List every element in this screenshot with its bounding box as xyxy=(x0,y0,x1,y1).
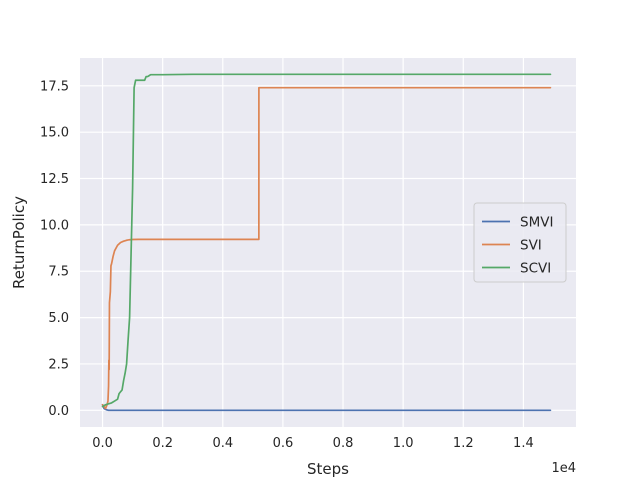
series-line-scvi xyxy=(101,73,552,408)
x-axis-offset-label: 1e4 xyxy=(551,461,576,476)
x-tick-label: 0.2 xyxy=(152,436,173,451)
series-layer xyxy=(101,73,552,412)
x-tick-label: 0.0 xyxy=(92,436,113,451)
y-tick-label: 12.5 xyxy=(40,172,69,187)
y-axis-label: ReturnPolicy xyxy=(10,196,28,289)
y-tick-label: 7.5 xyxy=(48,265,69,280)
y-tick-label: 10.0 xyxy=(40,218,69,233)
x-tick-label: 0.6 xyxy=(273,436,294,451)
series-line-svi xyxy=(101,86,552,410)
legend: SMVI SVI SCVI xyxy=(473,202,567,283)
x-axis-ticks: 0.0 0.2 0.4 0.6 0.8 1.0 1.2 1.4 xyxy=(92,436,534,451)
y-tick-label: 5.0 xyxy=(48,311,69,326)
x-tick-label: 1.4 xyxy=(513,436,534,451)
x-axis-label: Steps xyxy=(307,460,349,478)
x-tick-label: 1.2 xyxy=(453,436,474,451)
y-tick-label: 0.0 xyxy=(48,404,69,419)
legend-label-smvi: SMVI xyxy=(520,215,553,231)
legend-box xyxy=(473,202,567,283)
x-tick-label: 0.8 xyxy=(333,436,354,451)
x-tick-label: 1.0 xyxy=(393,436,414,451)
legend-label-scvi: SCVI xyxy=(520,261,551,277)
x-tick-label: 0.4 xyxy=(212,436,233,451)
y-tick-label: 15.0 xyxy=(40,126,69,141)
y-tick-label: 2.5 xyxy=(48,357,69,372)
legend-label-svi: SVI xyxy=(520,238,542,254)
y-tick-label: 17.5 xyxy=(40,79,69,94)
y-axis-ticks: 0.0 2.5 5.0 7.5 10.0 12.5 15.0 17.5 xyxy=(40,79,69,418)
